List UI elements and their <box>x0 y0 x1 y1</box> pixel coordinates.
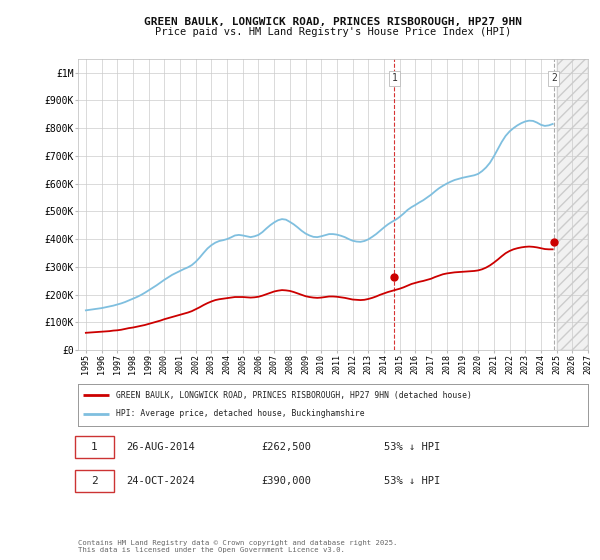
Text: 53% ↓ HPI: 53% ↓ HPI <box>384 476 440 486</box>
Text: 26-AUG-2014: 26-AUG-2014 <box>127 442 195 452</box>
Text: 1: 1 <box>391 73 397 83</box>
FancyBboxPatch shape <box>76 470 114 492</box>
Text: 24-OCT-2024: 24-OCT-2024 <box>127 476 195 486</box>
Text: 53% ↓ HPI: 53% ↓ HPI <box>384 442 440 452</box>
Text: £262,500: £262,500 <box>262 442 311 452</box>
Text: 2: 2 <box>551 73 557 83</box>
Text: GREEN BAULK, LONGWICK ROAD, PRINCES RISBOROUGH, HP27 9HN: GREEN BAULK, LONGWICK ROAD, PRINCES RISB… <box>144 17 522 27</box>
Bar <box>557 59 588 350</box>
Text: £390,000: £390,000 <box>262 476 311 486</box>
Text: GREEN BAULK, LONGWICK ROAD, PRINCES RISBOROUGH, HP27 9HN (detached house): GREEN BAULK, LONGWICK ROAD, PRINCES RISB… <box>116 391 472 400</box>
Text: Contains HM Land Registry data © Crown copyright and database right 2025.
This d: Contains HM Land Registry data © Crown c… <box>78 540 397 553</box>
Text: Price paid vs. HM Land Registry's House Price Index (HPI): Price paid vs. HM Land Registry's House … <box>155 27 511 37</box>
Text: 2: 2 <box>91 476 98 486</box>
FancyBboxPatch shape <box>76 436 114 459</box>
Text: HPI: Average price, detached house, Buckinghamshire: HPI: Average price, detached house, Buck… <box>116 409 365 418</box>
Bar <box>557 59 588 350</box>
Text: 1: 1 <box>91 442 98 452</box>
